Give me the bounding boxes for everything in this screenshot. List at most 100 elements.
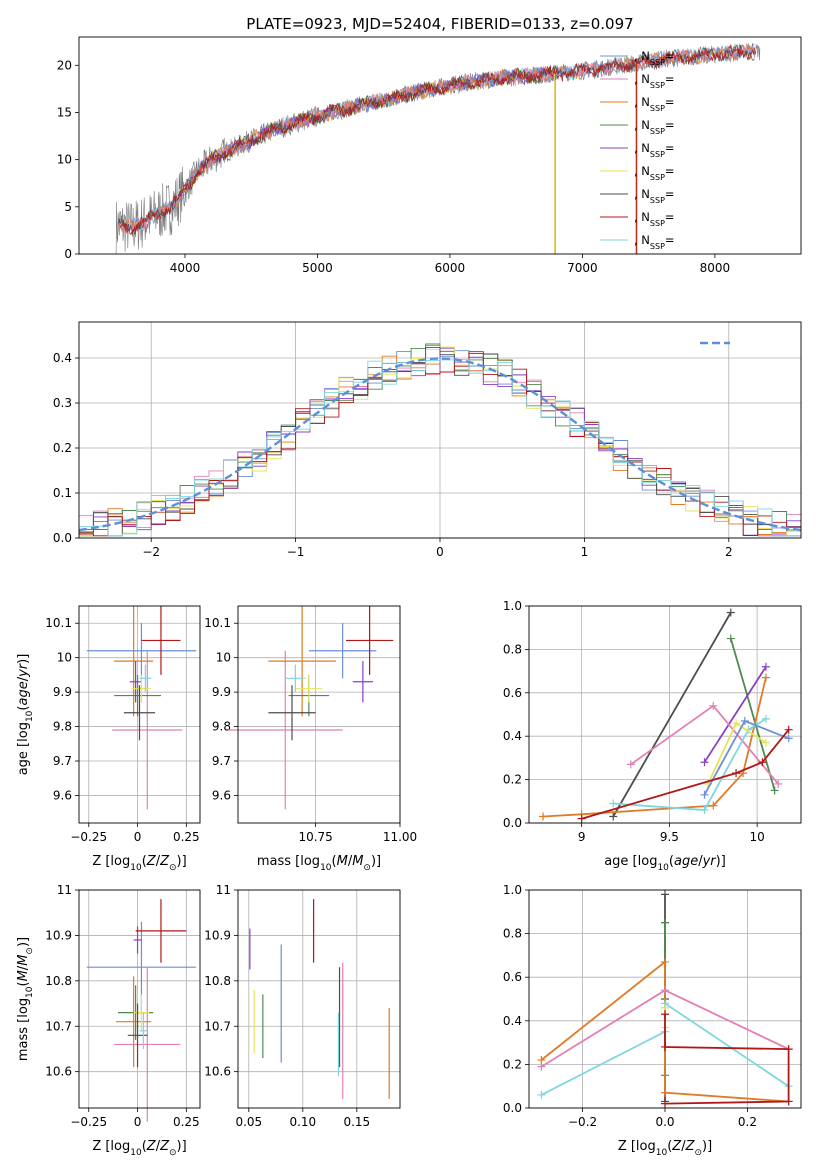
label-part: ⊙ (25, 947, 35, 955)
y-tick-label: 0.2 (503, 773, 522, 787)
legend-nssp-prefix: , N (634, 141, 650, 155)
label-part: 10 (130, 1148, 142, 1158)
y-tick-label: 10.8 (45, 974, 72, 988)
spectrum-legend: , NSSP=, NSSP=, NSSP=, NSSP=, NSSP=, NSS… (600, 49, 675, 251)
weight-marker (784, 1045, 793, 1054)
mass-vs-ebv-errorbars (249, 899, 390, 1099)
y-tick-label: 9.6 (212, 788, 231, 802)
legend-nssp-eq: = (665, 164, 675, 178)
x-tick-label: 0.25 (173, 1115, 200, 1129)
weight-marker (700, 790, 709, 799)
x-tick-label: 10.75 (298, 830, 332, 844)
x-tick-label: 2 (725, 545, 733, 559)
x-tick-label: −0.25 (70, 1115, 107, 1129)
weight-marker (740, 717, 749, 726)
weight-marker (661, 1088, 669, 1097)
histogram-salpeter_stelib (79, 351, 801, 537)
label-part: )] (716, 854, 726, 869)
y-tick-label: 0.2 (53, 441, 72, 455)
weight-marker (661, 890, 669, 899)
label-part: ⊙ (169, 863, 177, 873)
y-tick-label: 10.6 (45, 1065, 72, 1079)
ylabel-age: age [log10(age/yr)] (16, 654, 35, 776)
label-part: age (16, 681, 31, 705)
label-part: mass [log (257, 854, 320, 869)
x-tick-label: 0 (436, 545, 444, 559)
y-tick-label: 11 (216, 883, 231, 897)
weight-marker (700, 805, 709, 814)
y-tick-label: 9.6 (53, 788, 72, 802)
label-part: yr (702, 854, 718, 869)
y-tick-label: 0.4 (503, 1014, 522, 1028)
y-tick-label: 9.7 (212, 754, 231, 768)
weight-line-salpeter_elodie (703, 666, 767, 763)
mass-vs-Z-axes: −0.25 0 0.25 10.6 10.7 10.8 10.9 11 (45, 883, 200, 1129)
label-part: 10 (25, 710, 35, 722)
x-tick-label: 8000 (700, 261, 731, 275)
x-tick-label: 4000 (170, 261, 201, 275)
legend-nssp-prefix: , N (634, 49, 650, 63)
x-tick-label: 0.2 (738, 1115, 757, 1129)
weight-marker (537, 1062, 546, 1071)
y-tick-label: 10.1 (204, 616, 231, 630)
xlabel-Z: Z [log10(Z/Z⊙)] (92, 854, 186, 873)
weight-marker (661, 1099, 669, 1108)
age-vs-mass-frame (237, 605, 401, 824)
y-tick-label: 9.8 (212, 720, 231, 734)
weight-line-chabrier_elodie (729, 638, 776, 791)
y-tick-label: 9.9 (212, 685, 231, 699)
xlabel-Z: Z [log10(Z/Z⊙)] (618, 1139, 712, 1158)
legend-entry: , NSSP= (634, 187, 675, 205)
y-tick-label: 5 (64, 200, 72, 214)
legend-entry: , NSSP= (634, 49, 675, 67)
weight-line-chabrier_stelib (612, 612, 732, 817)
weight-marker (761, 738, 770, 747)
label-part: M (352, 854, 363, 869)
legend-nssp-prefix: , N (634, 72, 650, 86)
label-part: age (674, 854, 698, 869)
weight-marker (661, 918, 669, 927)
label-part: M (16, 955, 31, 966)
legend-nssp-eq: = (665, 95, 675, 109)
label-part: ⊙ (363, 863, 371, 873)
weight-marker (726, 634, 735, 643)
label-part: / (156, 854, 161, 869)
label-part: age [log (16, 722, 31, 775)
legend-nssp-prefix: , N (634, 164, 650, 178)
label-part: )] (177, 854, 187, 869)
legend-nssp-sub: SSP (650, 173, 665, 182)
legend-entry: , NSSP= (634, 72, 675, 90)
y-tick-label: 10.8 (204, 974, 231, 988)
y-tick-label: 0.0 (503, 1101, 522, 1115)
label-part: 10 (130, 863, 142, 873)
weight-marker (732, 769, 741, 778)
y-tick-label: 0.6 (503, 970, 522, 984)
y-tick-label: 10 (57, 153, 72, 167)
histogram-salpeter_elodie (79, 347, 801, 536)
legend-entry: , NSSP= (634, 118, 675, 136)
legend-nssp-sub: SSP (650, 196, 665, 205)
legend-nssp-sub: SSP (650, 150, 665, 159)
weight-marker (537, 1090, 546, 1099)
y-tick-label: 10.9 (45, 928, 72, 942)
label-part: Z (671, 1139, 682, 1154)
y-tick-label: 10.7 (204, 1019, 231, 1033)
y-tick-label: 0.8 (503, 927, 522, 941)
x-tick-label: 0 (134, 830, 142, 844)
legend-nssp-prefix: , N (634, 118, 650, 132)
weight-marker (784, 1097, 793, 1106)
legend-entry: , NSSP= (634, 95, 675, 113)
label-part: M (337, 854, 348, 869)
weight-marker (761, 714, 770, 723)
x-tick-label: 0.25 (173, 830, 200, 844)
label-part: )] (16, 654, 31, 664)
y-tick-label: 0.0 (53, 531, 72, 545)
legend-nssp-prefix: , N (634, 187, 650, 201)
label-part: Z [log (92, 854, 130, 869)
label-part: ( (667, 1139, 672, 1154)
legend-nssp-sub: SSP (650, 127, 665, 136)
legend-nssp-sub: SSP (650, 242, 665, 251)
weight-marker (784, 734, 793, 743)
